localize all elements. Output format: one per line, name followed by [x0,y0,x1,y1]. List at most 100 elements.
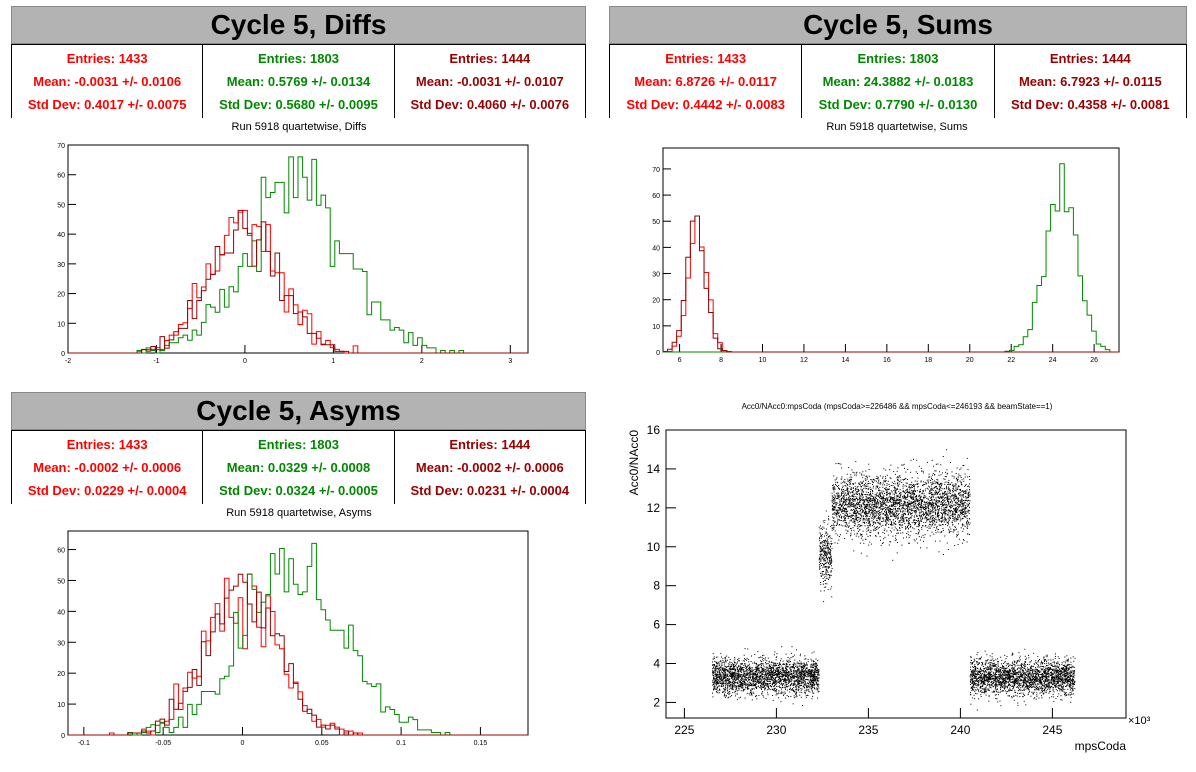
scatter-point [936,526,938,528]
scatter-point [788,682,789,684]
scatter-point [830,571,832,573]
diffs-panel: Cycle 5, Diffs Entries: 1433 Mean: -0.00… [0,0,598,386]
scatter-point [750,671,752,673]
scatter-point [785,679,787,680]
scatter-point [738,664,740,666]
scatter-point [721,669,723,671]
scatter-point [717,692,719,694]
scatter-point [960,505,961,507]
scatter-point [824,553,826,555]
scatter-point [814,672,816,674]
scatter-point [818,559,820,561]
scatter-point [724,694,726,696]
scatter-point [734,661,735,663]
scatter-point [723,681,724,683]
scatter-point [967,499,969,501]
scatter-point [918,529,919,531]
scatter-point [898,520,900,522]
scatter-point [752,680,754,682]
scatter-point [921,500,923,502]
scatter-point [892,498,893,500]
scatter-point [726,666,728,668]
scatter-point [944,476,946,477]
scatter-point [820,559,822,561]
scatter-point [774,664,776,666]
scatter-point [723,683,725,685]
scatter-point [918,524,920,525]
scatter-point [953,496,955,498]
scatter-point [895,517,897,519]
scatter-point [963,524,965,526]
scatter-point [812,675,814,677]
scatter-point [783,679,785,681]
scatter-point [922,514,924,516]
scatter-point [947,503,949,505]
scatter-point [961,518,963,520]
scatter-point [714,669,716,671]
scatter-point [889,530,891,532]
scatter-point [902,517,904,519]
scatter-point [865,538,867,540]
scatter-point [908,536,910,538]
scatter-point [732,687,734,688]
scatter-point [932,521,934,523]
scatter-point [897,529,899,531]
scatter-point [915,533,917,534]
scatter-point [865,486,867,487]
scatter-point [912,484,914,486]
scatter-point [788,671,790,673]
scatter-point [884,484,886,486]
scatter-point [786,673,788,675]
scatter-point [785,673,787,675]
scatter-point [862,530,864,532]
scatter-point [964,501,966,503]
scatter-point [790,677,792,678]
scatter-point [816,681,818,683]
scatter-point [765,683,767,685]
scatter-point [739,681,741,683]
diffs-plot-title: Run 5918 quartetwise, Diffs [231,121,367,133]
scatter-point [757,675,759,677]
scatter-point [954,495,956,497]
scatter-point [761,668,763,670]
scatter-point [730,666,732,668]
scatter-point [866,530,868,532]
scatter-point [911,486,912,488]
scatter-point [817,691,819,693]
scatter-point [770,685,772,687]
scatter-point [833,487,835,489]
scatter-point [716,670,718,672]
scatter-point [724,675,726,677]
scatter-point [890,490,892,492]
scatter-point [920,509,922,511]
scatter-point [809,680,811,682]
scatter-point [897,482,899,484]
scatter-point [740,667,742,669]
scatter-point [923,521,925,523]
scatter-point [718,668,720,670]
scatter-point [827,523,829,525]
scatter-point [937,479,939,481]
scatter-point [833,499,835,500]
scatter-point [731,685,733,687]
scatter-point [856,525,858,527]
scatter-point [782,667,784,669]
scatter-point [965,511,967,513]
scatter-point [838,515,840,517]
scatter-point [808,673,809,674]
scatter-point [712,670,714,672]
scatter-point [956,534,958,536]
scatter-point [846,488,848,489]
scatter-point [825,575,827,577]
scatter-point [852,491,854,493]
scatter-point [932,512,934,514]
scatter-point [716,688,718,690]
scatter-point [721,662,723,664]
scatter-point [917,508,919,510]
scatter-point [735,665,737,667]
scatter-point [747,677,749,679]
scatter-point [848,501,850,503]
scatter-point [781,673,783,675]
scatter-point [885,488,887,490]
